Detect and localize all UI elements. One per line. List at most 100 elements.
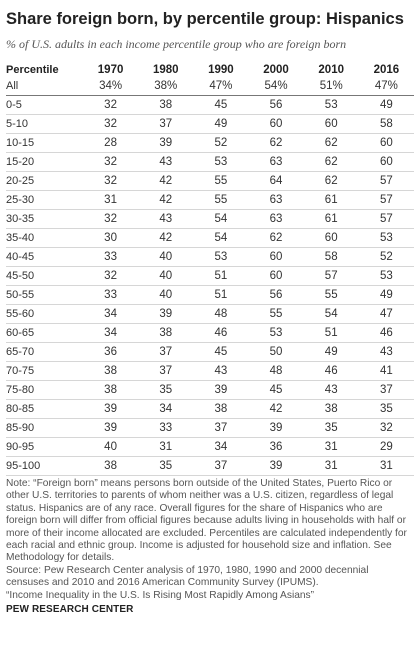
table-cell: 45 (193, 95, 249, 115)
table-row: 30-35 32 43 54 63 61 57 (6, 209, 414, 229)
table-cell: 56 (248, 95, 304, 115)
table-cell: 41 (358, 361, 414, 381)
table-cell: 55 (193, 171, 249, 191)
table-cell: 38 (83, 456, 139, 476)
notes-section: Note: “Foreign born” means persons born … (6, 478, 414, 602)
table-cell: 34 (138, 399, 194, 419)
table-cell: 37 (193, 418, 249, 438)
table-cell: 62 (248, 133, 304, 153)
table-cell: 57 (358, 190, 414, 210)
column-header-2000: 2000 (263, 64, 289, 76)
table-cell: 49 (303, 342, 359, 362)
table-row: 90-95 40 31 34 36 31 29 (6, 437, 414, 457)
table-cell: 64 (248, 171, 304, 191)
table-cell: 45 (248, 380, 304, 400)
table-row: 65-70 36 37 45 50 49 43 (6, 342, 414, 362)
table-cell: 37 (193, 456, 249, 476)
table-cell: 53 (303, 95, 359, 115)
table-cell: 60 (248, 266, 304, 286)
table-cell: 46 (193, 323, 249, 343)
table-cell: 50 (248, 342, 304, 362)
table-cell: 39 (193, 380, 249, 400)
table-cell: 62 (303, 152, 359, 172)
table-cell: 40 (83, 437, 139, 457)
table-cell: 39 (138, 304, 194, 324)
table-cell: 40 (138, 285, 194, 305)
row-label: 50-55 (6, 285, 83, 305)
table-cell: 55 (303, 285, 359, 305)
table-cell: 60 (358, 152, 414, 172)
table-cell: 58 (358, 114, 414, 134)
table-cell: 53 (193, 247, 249, 267)
report-title: “Income Inequality in the U.S. Is Rising… (6, 589, 315, 601)
table-cell: 54 (303, 304, 359, 324)
table-cell: 35 (138, 456, 194, 476)
note-text: Note: “Foreign born” means persons born … (6, 478, 407, 564)
table-cell: 60 (303, 228, 359, 248)
row-label: 95-100 (6, 456, 83, 476)
table-cell: 31 (303, 437, 359, 457)
table-cell: 55 (248, 304, 304, 324)
column-header-1980: 1980 (152, 64, 179, 76)
table-cell: 38 (193, 399, 249, 419)
table-cell: 53 (358, 266, 414, 286)
source-text: Source: Pew Research Center analysis of … (6, 564, 369, 589)
table-cell: 63 (248, 152, 304, 172)
table-cell: 43 (303, 380, 359, 400)
table-cell: 31 (138, 437, 194, 457)
table-cell: 32 (83, 114, 139, 134)
page-title: Share foreign born, by percentile group:… (6, 10, 404, 28)
table-cell: 48 (193, 304, 249, 324)
table-row: 0-5 32 38 45 56 53 49 (6, 95, 414, 115)
row-label: 80-85 (6, 399, 83, 419)
table-cell: 35 (138, 380, 194, 400)
table-cell: 63 (248, 209, 304, 229)
column-header-percentile: Percentile (6, 64, 59, 76)
row-label: 20-25 (6, 171, 83, 191)
table-cell: 39 (248, 456, 304, 476)
row-label: 60-65 (6, 323, 83, 343)
table-cell: 37 (138, 361, 194, 381)
table-cell: 54% (248, 78, 304, 96)
page-subtitle: % of U.S. adults in each income percenti… (6, 37, 347, 51)
table-cell: 51 (193, 285, 249, 305)
table-cell: 60 (248, 114, 304, 134)
table-cell: 47 (358, 304, 414, 324)
table-cell: 48 (248, 361, 304, 381)
table-cell: 32 (83, 152, 139, 172)
table-cell: 38 (303, 399, 359, 419)
table-cell: 35 (358, 399, 414, 419)
table-cell: 39 (248, 418, 304, 438)
table-cell: 32 (83, 209, 139, 229)
table-cell: 42 (248, 399, 304, 419)
column-header-1970: 1970 (97, 64, 124, 76)
table-cell: 31 (303, 456, 359, 476)
table-cell: 40 (138, 247, 194, 267)
row-label: 0-5 (6, 95, 83, 115)
table-cell: 60 (303, 114, 359, 134)
column-header-2016: 2016 (373, 64, 400, 76)
table-cell: 49 (358, 285, 414, 305)
row-label: All (6, 78, 83, 96)
table-cell: 46 (358, 323, 414, 343)
table-cell: 34% (83, 78, 139, 96)
table-cell: 33 (83, 285, 139, 305)
table-cell: 31 (83, 190, 139, 210)
table-cell: 39 (138, 133, 194, 153)
table-cell: 49 (193, 114, 249, 134)
table-cell: 34 (193, 437, 249, 457)
table-cell: 29 (358, 437, 414, 457)
row-label: 35-40 (6, 228, 83, 248)
table-cell: 54 (193, 228, 249, 248)
table-cell: 39 (83, 399, 139, 419)
table-row: 25-30 31 42 55 63 61 57 (6, 190, 414, 210)
row-label: 65-70 (6, 342, 83, 362)
row-label: 90-95 (6, 437, 83, 457)
table-cell: 32 (358, 418, 414, 438)
table-cell: 42 (138, 171, 194, 191)
table-row: 85-90 39 33 37 39 35 32 (6, 418, 414, 438)
row-label: 25-30 (6, 190, 83, 210)
table-cell: 60 (358, 133, 414, 153)
table-row: 20-25 32 42 55 64 62 57 (6, 171, 414, 191)
